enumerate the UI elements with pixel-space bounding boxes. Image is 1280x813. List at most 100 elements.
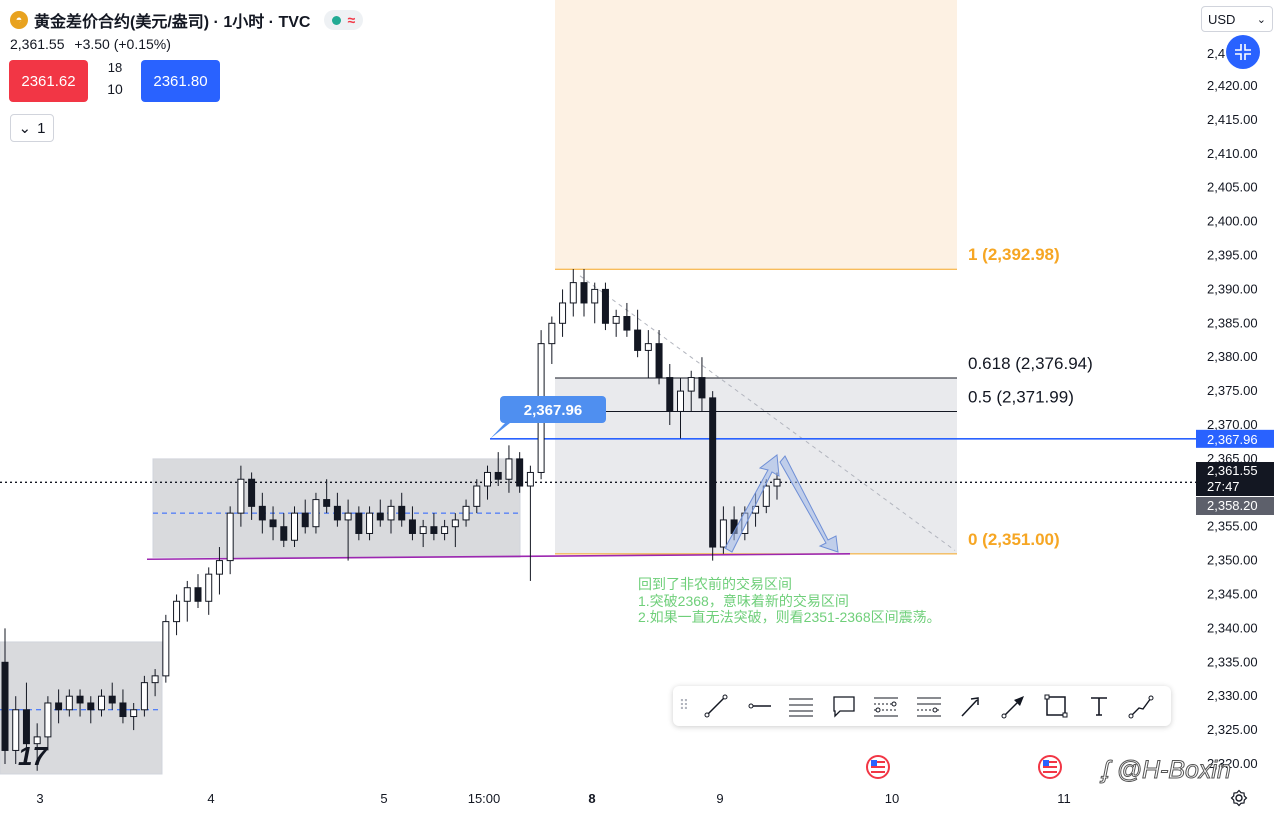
bear-candle (258, 505, 266, 521)
price-axis-tick: 2,335.00 (1207, 654, 1258, 669)
fib-level-label: 0 (2,351.00) (968, 530, 1060, 549)
collapse-indicators-button[interactable]: ⌄ 1 (10, 114, 54, 142)
path-icon[interactable] (1120, 686, 1163, 726)
parallel-channel-icon[interactable] (780, 686, 823, 726)
price-axis-tick: 2,380.00 (1207, 349, 1258, 364)
price-axis-tick: 2,370.00 (1207, 417, 1258, 432)
bear-candle (601, 288, 609, 324)
bull-candle (33, 736, 41, 745)
bear-candle (580, 282, 588, 304)
bull-candle (366, 512, 374, 534)
price-axis-tick: 2,345.00 (1207, 587, 1258, 602)
arrow-icon[interactable] (950, 686, 993, 726)
horizontal-ray-icon[interactable] (738, 686, 781, 726)
time-axis-label: 8 (588, 791, 595, 806)
callout-label: 2,367.96 (524, 402, 582, 419)
projection-arrow (779, 455, 839, 553)
currency-label: USD (1208, 11, 1236, 27)
watermark-text: @H-Boxin (1116, 756, 1231, 785)
bear-candle (709, 397, 717, 548)
spread-top: 18 (107, 60, 123, 75)
bull-candle (173, 600, 181, 623)
time-axis-label: 5 (380, 791, 387, 806)
rectangle-icon[interactable] (1035, 686, 1078, 726)
bull-candle (140, 682, 148, 711)
drag-handle-icon[interactable]: ⠿ (678, 698, 690, 714)
last-price: 2,361.55 (10, 36, 65, 52)
support-trendline (146, 553, 851, 561)
sell-button[interactable]: 2361.62 (9, 60, 88, 102)
price-axis-tick: 2,400.00 (1207, 214, 1258, 229)
bear-candle (655, 343, 663, 379)
spread-bottom: 10 (107, 81, 123, 97)
bear-candle (76, 695, 84, 704)
last-price-badge (1196, 462, 1274, 496)
bear-candle (516, 458, 524, 487)
price-axis-tick: 2,4 (1207, 46, 1225, 61)
bear-candle (269, 519, 277, 528)
bull-candle (762, 485, 770, 507)
symbol-header[interactable]: ◓ 黄金差价合约(美元/盎司) · 1小时 · TVC ≈ (10, 8, 364, 32)
price-axis-tick: 2,355.00 (1207, 519, 1258, 534)
currency-select[interactable]: USD ⌄ (1201, 6, 1273, 32)
bull-candle (591, 288, 599, 304)
bear-candle (494, 471, 502, 480)
callout-pointer (490, 423, 510, 439)
hline-price-label: 2,367.96 (1207, 432, 1258, 447)
bull-candle (151, 675, 159, 684)
price-axis-tick: 2,410.00 (1207, 146, 1258, 161)
time-axis-label: 3 (36, 791, 43, 806)
tradingview-logo-icon: 17 (18, 741, 48, 771)
price-axis-tick: 2,350.00 (1207, 553, 1258, 568)
bear-candle (698, 377, 706, 399)
bull-candle (226, 512, 234, 562)
bull-candle (215, 560, 223, 575)
bear-candle (119, 702, 127, 718)
price-axis-tick: 2,395.00 (1207, 248, 1258, 263)
price-axis-tick: 2,420.00 (1207, 78, 1258, 93)
annotation-line-1: 回到了非农前的交易区间 (638, 576, 792, 592)
time-axis-label: 9 (716, 791, 723, 806)
annotation-line-2: 1.突破2368，意味着新的交易区间 (638, 593, 849, 609)
buy-button[interactable]: 2361.80 (141, 60, 220, 102)
market-open-dot-icon (332, 15, 342, 25)
callout-icon[interactable] (823, 686, 866, 726)
bull-candle (387, 505, 395, 521)
price-axis-tick: 2,405.00 (1207, 180, 1258, 195)
author-watermark: ʄ @H-Boxin (1102, 756, 1232, 785)
bull-candle (441, 526, 449, 534)
bull-candle (12, 709, 20, 751)
market-status[interactable]: ≈ (324, 10, 364, 30)
price-axis-tick: 2,320.00 (1207, 756, 1258, 771)
range-box-lower (0, 641, 163, 775)
text-icon[interactable] (1078, 686, 1121, 726)
range-box-upper (152, 458, 521, 558)
fib-level-label: 1 (2,392.98) (968, 245, 1060, 264)
chevron-down-icon: ⌄ (18, 120, 32, 137)
trend-line-icon[interactable] (695, 686, 738, 726)
indicator-count: 1 (37, 119, 46, 137)
fib-extension-icon[interactable] (908, 686, 951, 726)
arrow-marker-icon[interactable] (993, 686, 1036, 726)
collapse-arrows-icon (1235, 44, 1251, 60)
symbol-title: 黄金差价合约(美元/盎司) · 1小时 · TVC (34, 14, 311, 31)
bear-candle (355, 512, 363, 534)
auto-fit-button[interactable] (1226, 35, 1260, 69)
fib-retracement-icon[interactable] (865, 686, 908, 726)
bear-candle (623, 316, 631, 331)
time-axis-label: 15:00 (468, 791, 501, 806)
spread-display: 18 10 (96, 58, 134, 97)
flag-stripe (871, 761, 885, 763)
flag-stripe (1043, 761, 1057, 763)
bull-candle (451, 519, 459, 528)
drawing-toolbar[interactable]: ⠿ (673, 686, 1171, 726)
bull-candle (312, 499, 320, 528)
bear-candle (108, 695, 116, 704)
fib-level-label: 0.5 (2,371.99) (968, 388, 1074, 407)
flag-stripe (1043, 771, 1057, 773)
settings-gear-icon[interactable] (1230, 789, 1248, 807)
fib-level-label: 0.618 (2,376.94) (968, 354, 1093, 373)
bull-candle (291, 512, 298, 541)
bull-candle (526, 471, 534, 487)
